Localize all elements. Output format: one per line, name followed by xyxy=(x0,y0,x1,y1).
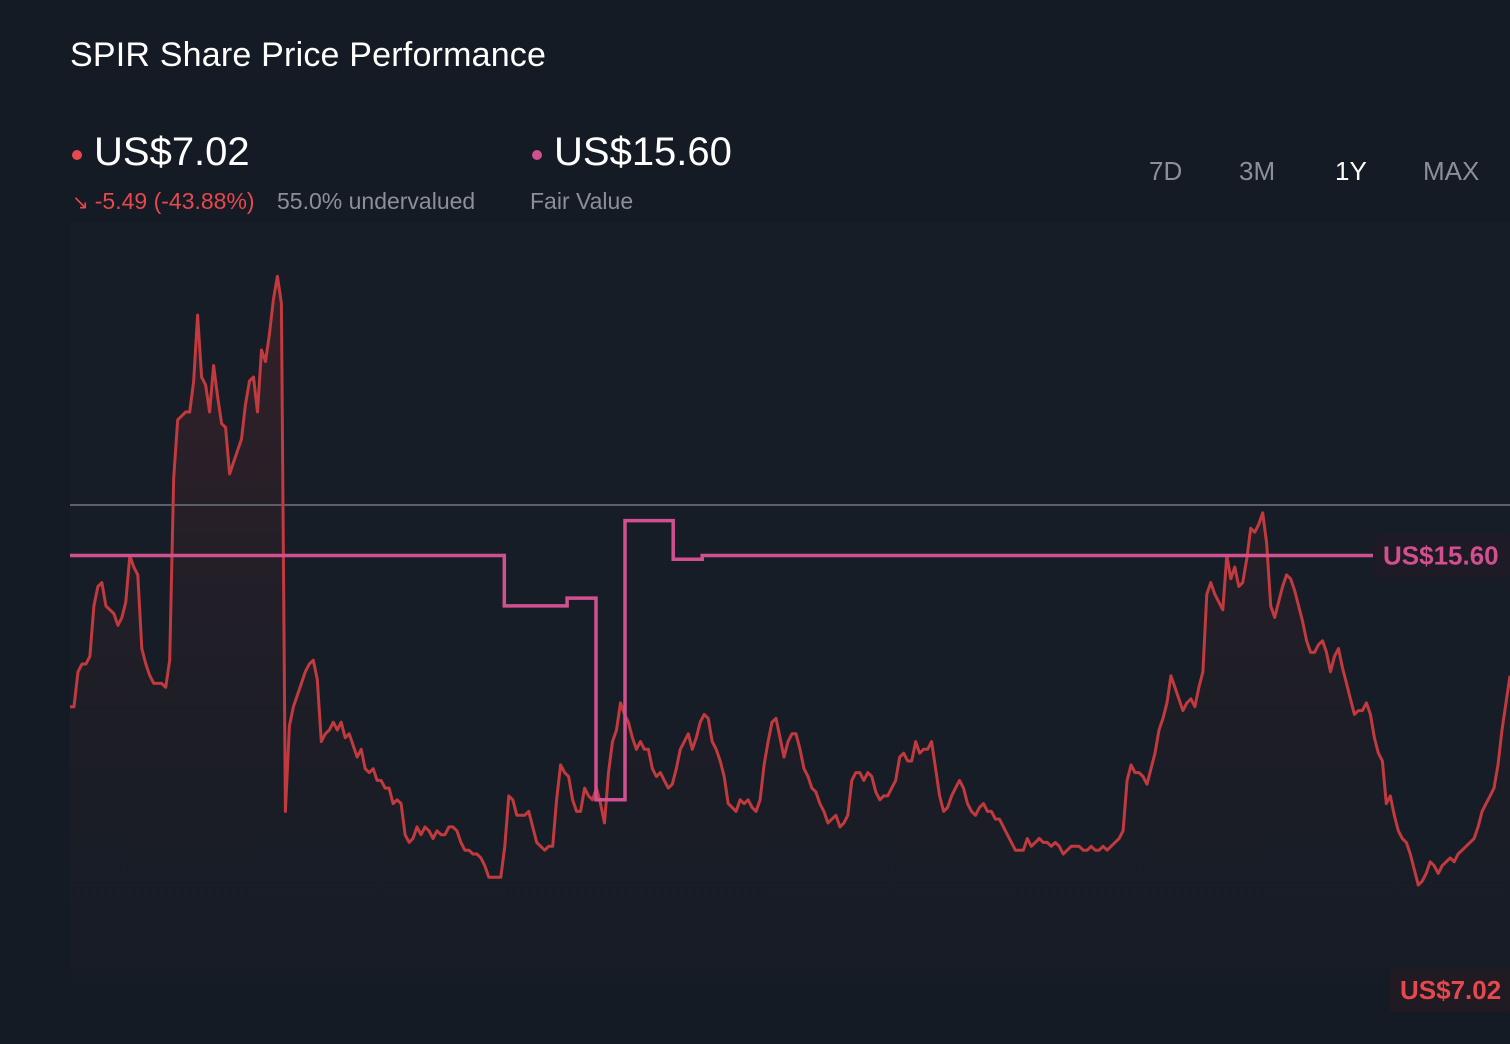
fair-value-label: Fair Value xyxy=(530,188,634,214)
price-dot xyxy=(72,150,82,160)
price-label-bg xyxy=(1390,968,1510,1012)
range-tab-7d[interactable]: 7D xyxy=(1149,156,1183,186)
range-tab-3m[interactable]: 3M xyxy=(1239,156,1276,186)
range-tab-max[interactable]: MAX xyxy=(1423,156,1480,186)
fair-value-label-bg xyxy=(1374,533,1510,578)
down-arrow-icon: ↘ xyxy=(72,192,89,214)
valuation-text: 55.0% undervalued xyxy=(277,188,476,214)
fair-value-value: US$15.60 xyxy=(554,130,732,174)
price-area xyxy=(70,276,1510,982)
fair-value-line xyxy=(70,518,1373,802)
fair-value-end-label: US$15.60 xyxy=(1374,533,1510,578)
price-label-text: US$7.02 xyxy=(1400,975,1501,1005)
price-change: ↘ -5.49 (-43.88%) xyxy=(72,188,255,215)
price-line xyxy=(70,274,1510,887)
range-tab-1y[interactable]: 1Y xyxy=(1335,156,1367,186)
price-value: US$7.02 xyxy=(94,130,250,174)
fair-value-dot xyxy=(532,150,542,160)
page-title: SPIR Share Price Performance xyxy=(70,36,547,74)
fair-value-label-text: US$15.60 xyxy=(1383,540,1499,570)
price-change-value: -5.49 (-43.88%) xyxy=(94,188,255,214)
price-end-label: US$7.02 xyxy=(1390,968,1510,1012)
